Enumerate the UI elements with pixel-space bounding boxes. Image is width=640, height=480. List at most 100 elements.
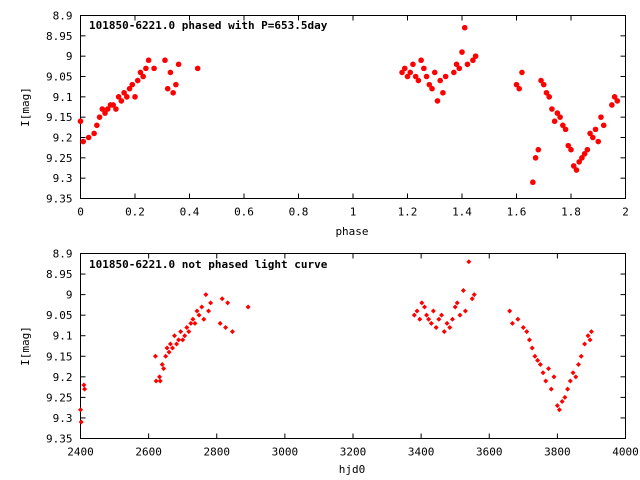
y-tick-label: 8.9 — [53, 10, 73, 23]
data-point — [121, 89, 127, 96]
data-point — [96, 114, 103, 120]
data-point — [219, 296, 225, 302]
data-point — [170, 89, 176, 96]
data-point — [543, 378, 549, 384]
data-point — [132, 94, 138, 100]
data-point — [509, 320, 515, 326]
y-tick-label: 9 — [66, 50, 73, 63]
data-point — [535, 357, 541, 363]
data-point — [229, 329, 235, 335]
data-point — [470, 57, 476, 64]
data-point — [426, 81, 433, 88]
data-point — [436, 316, 442, 322]
data-point — [560, 122, 566, 129]
data-point — [178, 329, 184, 335]
data-point — [540, 370, 546, 376]
data-point — [192, 320, 198, 326]
data-point — [176, 337, 182, 343]
data-point — [575, 362, 581, 367]
data-point — [537, 362, 543, 367]
data-point — [585, 333, 591, 339]
data-point — [203, 292, 209, 298]
data-point — [422, 304, 428, 310]
data-point — [173, 81, 179, 88]
data-point — [540, 81, 547, 88]
data-point — [78, 419, 84, 425]
data-point — [573, 374, 579, 380]
y-tick-label: 9.25 — [46, 152, 73, 165]
data-point — [551, 118, 558, 125]
x-tick-label: 0.8 — [289, 206, 309, 219]
data-point — [134, 77, 141, 84]
data-points — [77, 24, 621, 186]
data-point — [186, 329, 192, 335]
data-point — [99, 106, 106, 112]
y-tick-label: 9.1 — [53, 330, 73, 343]
data-point — [110, 102, 116, 108]
data-point — [126, 85, 133, 92]
data-point — [524, 329, 530, 335]
data-point — [451, 69, 457, 76]
data-point — [182, 333, 188, 339]
data-point — [471, 292, 477, 298]
data-point — [515, 316, 521, 322]
data-point — [80, 138, 87, 145]
axes: 0 0.2 0.4 0.6 0.8 1 1.2 1.4 1.6 1.8 2 8.9 8.95 9 9.05 9… — [46, 10, 629, 219]
data-point — [543, 89, 550, 96]
data-point — [598, 114, 604, 120]
data-point — [167, 69, 174, 76]
data-point — [410, 61, 416, 68]
data-point — [590, 134, 596, 141]
data-point — [401, 65, 408, 72]
data-point — [196, 312, 202, 318]
data-point — [573, 167, 580, 173]
plot-frame — [80, 253, 626, 439]
data-point — [535, 146, 542, 153]
data-point — [102, 110, 108, 116]
data-point — [424, 312, 430, 318]
data-point — [174, 341, 180, 347]
data-point — [462, 308, 468, 314]
data-point — [199, 304, 205, 310]
data-point — [611, 94, 618, 100]
data-point — [167, 341, 173, 347]
data-point — [157, 374, 163, 380]
data-point — [532, 353, 538, 359]
data-point — [81, 382, 87, 388]
data-point — [412, 73, 419, 80]
chart-title: 101850-6221.0 phased with P=653.5day — [89, 19, 328, 32]
data-point — [428, 320, 434, 326]
data-point — [464, 61, 471, 68]
y-axis-label: I[mag] — [19, 87, 32, 127]
y-tick-label: 9.2 — [53, 371, 73, 384]
data-point — [578, 353, 584, 359]
data-point — [546, 94, 552, 100]
data-point — [201, 316, 207, 322]
data-point — [437, 77, 444, 84]
data-point — [456, 65, 463, 72]
data-point — [559, 399, 565, 404]
data-point — [562, 394, 568, 400]
data-point — [208, 300, 214, 306]
data-point — [163, 353, 169, 359]
data-point — [164, 85, 171, 92]
data-point — [554, 403, 560, 409]
data-point — [421, 65, 427, 72]
data-point — [457, 312, 463, 318]
x-tick-label: 4000 — [612, 446, 639, 459]
data-point — [568, 146, 574, 153]
x-tick-label: 1.4 — [452, 206, 472, 219]
data-point — [169, 345, 175, 351]
data-point — [431, 69, 438, 76]
data-point — [145, 57, 152, 64]
data-point — [124, 94, 130, 100]
data-point — [217, 320, 223, 326]
data-point — [444, 320, 450, 326]
data-point — [194, 308, 200, 314]
data-point — [538, 77, 544, 84]
y-tick-label: 9.05 — [46, 309, 73, 322]
data-point — [115, 94, 122, 100]
data-points — [78, 259, 594, 425]
data-point — [423, 73, 430, 80]
data-point — [520, 325, 526, 330]
